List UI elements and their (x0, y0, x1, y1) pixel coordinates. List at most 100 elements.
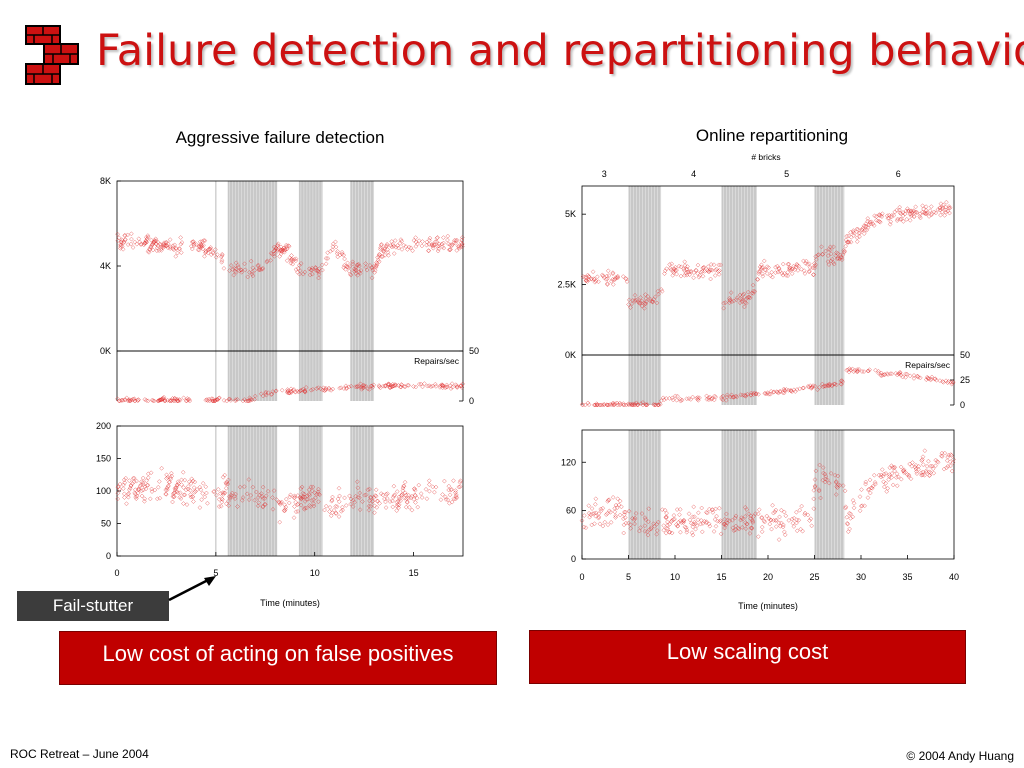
data-point (845, 240, 851, 245)
data-point (661, 523, 667, 528)
data-point (767, 521, 773, 527)
data-point (785, 273, 791, 279)
data-point (191, 241, 197, 247)
data-point (163, 491, 169, 497)
data-point (150, 241, 156, 247)
data-point (243, 398, 249, 404)
data-point (176, 246, 182, 251)
data-point (283, 504, 289, 510)
data-point (448, 386, 454, 391)
data-point (260, 496, 266, 501)
data-point (178, 235, 183, 240)
data-point (904, 371, 910, 377)
data-point (794, 520, 799, 526)
data-point (865, 216, 871, 221)
data-point (773, 524, 779, 529)
data-point (776, 265, 782, 271)
y-tick-label: 60 (566, 506, 576, 516)
data-point (811, 272, 817, 277)
data-point (816, 488, 822, 494)
data-point (682, 524, 688, 530)
data-point (661, 397, 667, 403)
data-point (333, 503, 338, 509)
data-point (848, 234, 854, 240)
data-point (390, 504, 396, 510)
data-point (411, 384, 416, 389)
data-point (122, 495, 127, 500)
data-point (282, 502, 287, 508)
data-point (800, 528, 805, 534)
data-point (226, 498, 231, 504)
data-point (142, 397, 148, 402)
data-point (612, 509, 618, 515)
data-point (391, 251, 397, 256)
data-point (920, 462, 926, 467)
data-point (727, 298, 733, 304)
data-point (639, 303, 645, 309)
data-point (943, 378, 949, 384)
data-point (145, 233, 151, 238)
data-point (910, 209, 916, 214)
data-point (713, 506, 718, 512)
data-point (159, 396, 164, 402)
data-point (447, 492, 453, 498)
data-point (432, 489, 437, 495)
data-point (926, 458, 931, 464)
data-point (590, 269, 596, 275)
data-point (203, 248, 209, 254)
x-tick-label: 5 (626, 572, 631, 582)
data-point (841, 249, 847, 255)
data-point (660, 395, 666, 401)
data-point (235, 504, 240, 509)
data-point (825, 253, 831, 259)
data-point (361, 385, 366, 391)
data-point (808, 516, 814, 522)
data-point (924, 210, 930, 216)
data-point (260, 504, 266, 509)
data-point (643, 402, 649, 407)
data-point (625, 401, 631, 407)
data-point (304, 505, 309, 511)
data-point (157, 397, 163, 403)
data-point (686, 269, 692, 275)
data-point (204, 397, 210, 402)
data-point (615, 496, 621, 502)
data-point (171, 247, 177, 253)
data-point (129, 236, 134, 242)
data-point (231, 272, 237, 278)
data-point (376, 383, 382, 388)
data-point (275, 247, 280, 252)
data-point (399, 382, 404, 387)
data-point (275, 241, 281, 247)
data-point (887, 371, 893, 377)
data-point (141, 242, 147, 248)
data-point (911, 376, 917, 381)
data-point (189, 246, 195, 252)
data-point (579, 518, 585, 523)
data-point (911, 373, 917, 378)
data-point (747, 531, 753, 536)
data-point (671, 517, 676, 523)
data-point (686, 511, 692, 517)
data-point (345, 264, 351, 270)
data-point (219, 499, 225, 505)
data-point (745, 289, 751, 295)
data-point (343, 263, 349, 269)
data-point (861, 369, 867, 374)
data-point (897, 204, 902, 210)
data-point (909, 463, 915, 469)
data-point (740, 296, 745, 302)
footer-left: ROC Retreat – June 2004 (10, 747, 149, 761)
x-tick-label: 35 (902, 572, 912, 582)
data-point (643, 402, 649, 408)
data-point (190, 494, 196, 500)
banner-scaling-cost: Low scaling cost (529, 630, 966, 684)
data-point (675, 523, 680, 529)
fail-stutter-callout: Fail-stutter (17, 591, 169, 621)
data-point (697, 273, 703, 278)
data-point (935, 459, 941, 465)
data-point (690, 514, 695, 520)
data-point (870, 221, 876, 227)
data-point (264, 259, 270, 265)
x-tick-label: 40 (949, 572, 959, 582)
